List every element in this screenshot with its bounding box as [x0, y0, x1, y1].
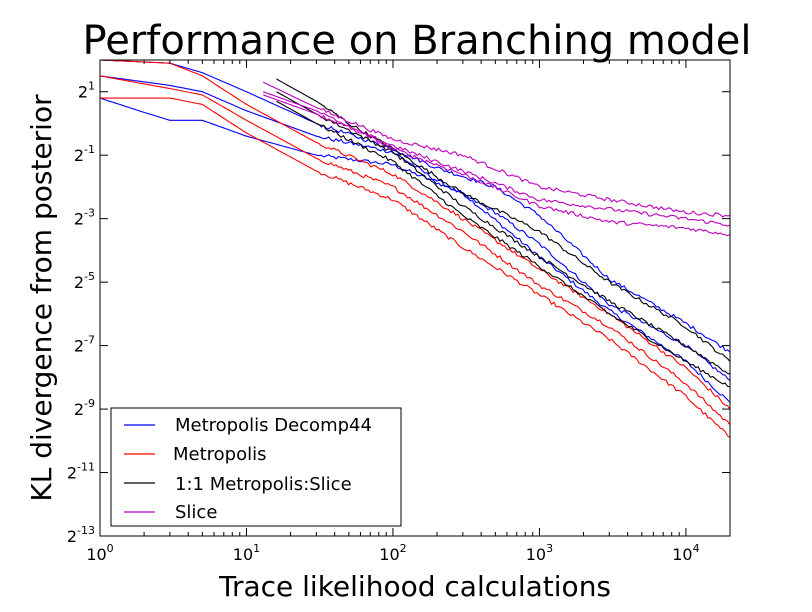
x-tick-label-4: 104: [672, 542, 699, 564]
y-axis-label: KL divergence from posterior: [25, 94, 58, 502]
x-axis-label: Trace likelihood calculations: [218, 570, 611, 603]
y-tick-label-4: 2-7: [74, 334, 95, 356]
series-line-1-0: [100, 97, 731, 439]
series-line-3-1: [263, 94, 731, 227]
series-line-2-2: [276, 100, 731, 388]
y-tick-label-1: 2-1: [74, 143, 95, 165]
y-tick-label-5: 2-9: [74, 397, 95, 419]
legend-label-decomp44: Metropolis Decomp44: [175, 415, 372, 436]
legend-box: [110, 407, 402, 527]
x-tick-label-1: 101: [233, 542, 260, 564]
series-line-3-0: [262, 81, 731, 218]
series-line-2-1: [276, 91, 731, 375]
legend-label-metropolis-slice: 1:1 Metropolis:Slice: [175, 474, 352, 495]
y-tick-label-6: 2-11: [67, 461, 95, 483]
series-line-1-1: [99, 75, 731, 426]
legend-label-slice: Slice: [175, 502, 217, 523]
series-layer: [99, 59, 731, 439]
series-line-2-0: [276, 78, 731, 362]
x-tick-label-0: 100: [86, 542, 113, 564]
chart-title: Performance on Branching model: [83, 18, 752, 64]
y-tick-label-7: 2-13: [67, 524, 95, 546]
x-ticks: 100 101 102 103 104: [86, 60, 731, 564]
y-ticks: 21 2-1 2-3 2-5 2-7 2-9 2-11 2-13: [67, 80, 730, 546]
series-line-0-0: [99, 97, 731, 404]
series-line-1-2: [99, 59, 731, 410]
legend: Metropolis Decomp44 Metropolis 1:1 Metro…: [110, 407, 402, 527]
y-tick-label-3: 2-5: [74, 270, 95, 292]
plot-frame: [99, 59, 731, 537]
series-line-3-2: [263, 91, 731, 237]
legend-label-metropolis: Metropolis: [173, 444, 267, 465]
y-tick-label-2: 2-3: [74, 207, 95, 229]
x-tick-label-2: 102: [379, 542, 406, 564]
x-tick-label-3: 103: [526, 542, 553, 564]
series-line-0-2: [99, 59, 731, 353]
y-tick-label-0: 21: [78, 80, 95, 102]
